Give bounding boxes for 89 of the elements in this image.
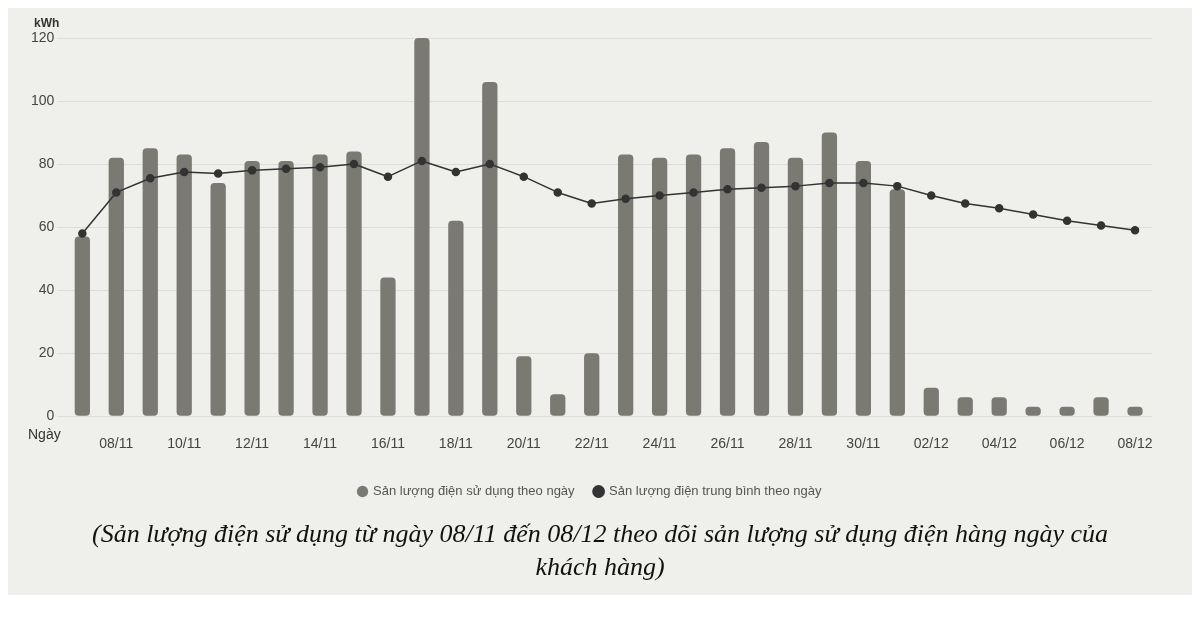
x-tick-label: 02/12	[913, 435, 949, 452]
x-tick-label: 28/11	[778, 435, 813, 452]
y-tick-label: 100	[31, 91, 55, 108]
point	[655, 191, 664, 200]
point	[451, 167, 461, 177]
text: (Sản lượng điện sử dụng từ ngày 08/11 đến 08/12 theo dõi sản lượng sử dụng điện hàng ngày của khách hàng)	[91, 518, 1109, 583]
bar	[991, 397, 1007, 416]
x-axis-title: Ngày	[28, 426, 61, 443]
x-tick-label: 08/12	[1117, 435, 1153, 452]
bar	[74, 236, 90, 416]
bar	[889, 189, 905, 416]
point	[960, 199, 970, 208]
point	[757, 183, 766, 192]
point	[383, 172, 393, 181]
bar	[482, 82, 498, 416]
point	[1028, 210, 1038, 219]
x-tick-label: 18/11	[438, 435, 474, 452]
x-tick-label: 12/11	[235, 435, 270, 452]
y-tick-label: 120	[31, 28, 55, 45]
y-tick-label: 40	[38, 280, 55, 297]
bar	[550, 394, 566, 416]
point	[179, 167, 189, 177]
y-tick-label: 20	[38, 344, 55, 361]
point	[519, 172, 529, 181]
point	[893, 181, 902, 191]
x-tick-label: 08/11	[99, 435, 134, 452]
y-axis-title: kWh	[34, 16, 60, 31]
point	[587, 199, 596, 208]
bar	[346, 151, 362, 416]
legend-label: Sản lượng điện sử dụng theo ngày	[373, 483, 576, 499]
point	[1130, 226, 1140, 235]
bar	[651, 157, 668, 416]
bar	[108, 157, 124, 416]
bar	[312, 154, 328, 416]
point	[485, 159, 495, 169]
legend-label: Sản lượng điện trung bình theo ngày	[609, 483, 822, 499]
bar	[957, 397, 973, 416]
bar	[685, 154, 702, 416]
x-tick-label: 30/11	[846, 435, 881, 452]
point	[723, 185, 732, 194]
point	[791, 181, 800, 191]
point	[927, 191, 936, 200]
point	[78, 229, 87, 238]
x-tick-label: 20/11	[506, 435, 541, 452]
bar	[821, 132, 838, 416]
point	[315, 162, 325, 172]
bar	[414, 38, 430, 416]
bar	[719, 148, 736, 416]
bar	[1093, 397, 1109, 416]
point	[1062, 216, 1072, 226]
bar	[923, 387, 939, 416]
point	[112, 188, 121, 197]
point	[621, 194, 630, 203]
bar	[142, 148, 158, 416]
bar	[516, 356, 532, 416]
bar	[278, 160, 294, 416]
point	[213, 169, 223, 178]
x-tick-label: 10/11	[167, 435, 202, 452]
bar	[584, 353, 600, 416]
y-tick-label: 80	[38, 154, 55, 171]
point	[417, 156, 427, 166]
point	[281, 164, 291, 174]
y-tick-label: 60	[38, 217, 55, 234]
x-tick-label: 26/11	[710, 435, 745, 452]
point	[349, 159, 359, 169]
bar	[380, 277, 396, 416]
x-tick-label: 04/12	[981, 435, 1017, 452]
bar	[618, 154, 634, 416]
point	[553, 188, 562, 197]
point	[247, 166, 257, 175]
x-tick-label: 24/11	[642, 435, 677, 452]
point	[994, 203, 1004, 213]
point	[1096, 221, 1106, 230]
x-tick-label: 16/11	[370, 435, 406, 452]
x-tick-label: 22/11	[574, 435, 609, 452]
y-tick-label: 0	[46, 407, 55, 424]
bar	[176, 154, 192, 416]
bar	[210, 182, 226, 416]
bar	[753, 142, 770, 416]
bar	[448, 220, 464, 416]
bar	[787, 157, 804, 416]
point	[859, 178, 868, 188]
point	[825, 178, 834, 188]
bar	[855, 160, 871, 416]
point	[689, 188, 698, 197]
point	[146, 174, 155, 183]
bar	[244, 160, 260, 416]
x-tick-label: 06/12	[1049, 435, 1085, 452]
x-tick-label: 14/11	[303, 435, 338, 452]
